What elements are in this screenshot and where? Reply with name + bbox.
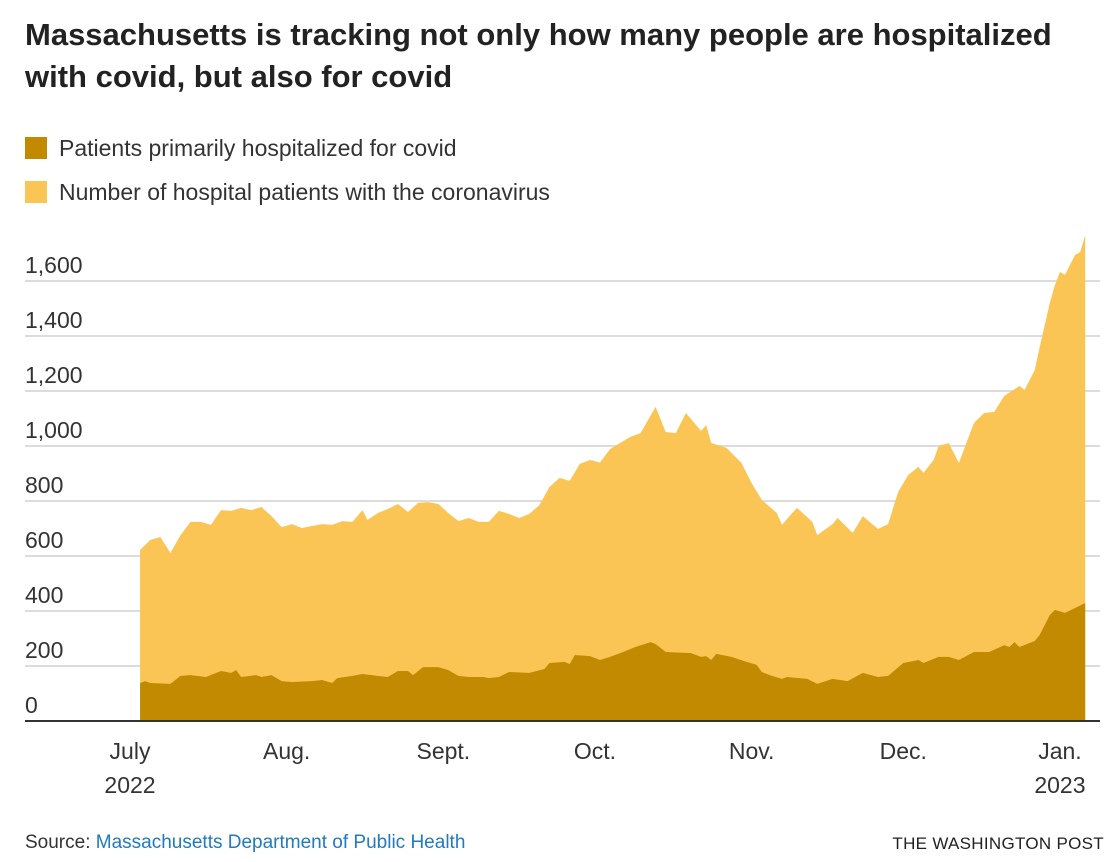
source-note: Source: Massachusetts Department of Publ…: [25, 832, 465, 854]
source-link[interactable]: Massachusetts Department of Public Healt…: [95, 832, 466, 853]
x-tick-label: Oct.: [574, 738, 616, 764]
x-tick-label: Dec.: [880, 738, 927, 764]
legend-label-total: Number of hospital patients with the cor…: [59, 178, 550, 205]
y-tick-label: 200: [25, 637, 63, 663]
publisher-credit: THE WASHINGTON POST: [892, 834, 1104, 853]
source-label: Source:: [25, 832, 91, 853]
y-tick-label: 1,400: [25, 307, 83, 333]
legend-label-primary: Patients primarily hospitalized for covi…: [59, 134, 457, 161]
y-tick-label: 400: [25, 582, 63, 608]
legend: Patients primarily hospitalized for covi…: [25, 126, 550, 214]
legend-item-total: Number of hospital patients with the cor…: [25, 170, 550, 214]
area-primary-covid: [140, 603, 1086, 721]
area-total-patients: [140, 235, 1086, 721]
legend-swatch-total: [25, 181, 47, 203]
y-tick-label: 0: [25, 692, 38, 718]
x-tick-year-label: 2022: [104, 772, 155, 798]
x-tick-label: July: [110, 738, 151, 764]
y-tick-label: 800: [25, 472, 63, 498]
x-tick-label: Jan.: [1038, 738, 1081, 764]
y-tick-label: 1,200: [25, 362, 83, 388]
x-tick-label: Aug.: [263, 738, 310, 764]
chart-title: Massachusetts is tracking not only how m…: [25, 17, 1052, 94]
y-tick-label: 600: [25, 527, 63, 553]
x-tick-label: Nov.: [729, 738, 775, 764]
x-tick-label: Sept.: [416, 738, 470, 764]
y-tick-label: 1,000: [25, 417, 83, 443]
y-tick-label: 1,600: [25, 252, 83, 278]
legend-swatch-primary: [25, 137, 47, 159]
legend-item-primary: Patients primarily hospitalized for covi…: [25, 126, 550, 170]
x-tick-year-label: 2023: [1034, 772, 1085, 798]
